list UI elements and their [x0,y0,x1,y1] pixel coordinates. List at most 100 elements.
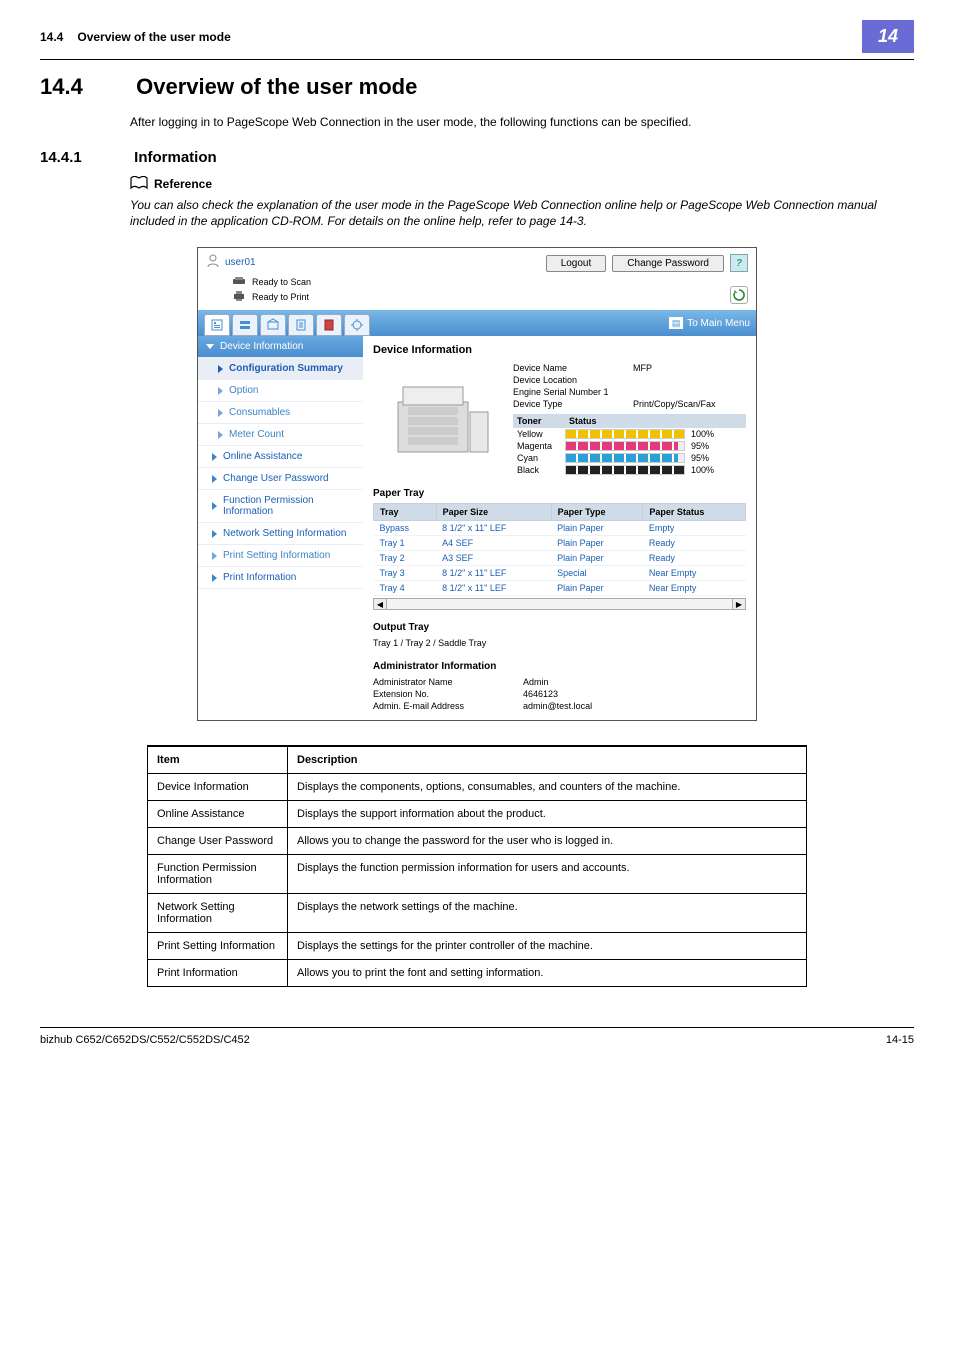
cell-type: Plain Paper [551,581,643,596]
scroll-track[interactable] [387,598,732,610]
book-icon [130,176,148,193]
toner-name: Cyan [513,453,565,463]
desc-text: Displays the settings for the printer co… [288,933,807,960]
scroll-left-icon[interactable]: ◀ [373,598,387,610]
sidebar-print-setting[interactable]: Print Setting Information [198,545,363,567]
logout-button[interactable]: Logout [546,255,607,272]
cell-type: Special [551,566,643,581]
sidebar-network-setting[interactable]: Network Setting Information [198,523,363,545]
toner-bar [565,453,685,463]
col-paper-type: Paper Type [551,504,643,521]
toner-bar [565,465,685,475]
sidebar-item-label: Configuration Summary [229,363,343,374]
cell-size: A3 SEF [436,551,551,566]
sidebar-function-permission[interactable]: Function Permission Information [198,490,363,523]
change-password-button[interactable]: Change Password [612,255,724,272]
desc-item: Function Permission Information [148,855,288,894]
heading-text: Overview of the user mode [136,74,417,99]
tab-customize[interactable] [344,314,370,336]
sidebar-item-label: Meter Count [229,429,284,440]
toner-row: Black100% [513,464,746,476]
sidebar-print-information[interactable]: Print Information [198,567,363,589]
admin-key: Admin. E-mail Address [373,701,523,711]
content-pane: Device Information Device NameMFP [363,336,756,720]
desc-item: Online Assistance [148,801,288,828]
table-row: Tray 48 1/2" x 11" LEFPlain PaperNear Em… [374,581,746,596]
cell-status: Near Empty [643,566,746,581]
webconnection-screenshot: user01 Logout Change Password ? Ready to… [197,247,757,721]
subsection-no: 14.4.1 [40,149,130,166]
status-ready-print: Ready to Print [232,290,748,304]
table-row: Online AssistanceDisplays the support in… [148,801,807,828]
reference-text: You can also check the explanation of th… [130,197,914,229]
toner-bar [565,429,685,439]
horizontal-scrollbar[interactable]: ◀ ▶ [373,598,746,610]
reference-block: Reference You can also check the explana… [130,176,914,229]
tab-direct-print[interactable] [288,314,314,336]
output-tray-heading: Output Tray [373,622,746,633]
col-paper-size: Paper Size [436,504,551,521]
desc-text: Displays the function permission informa… [288,855,807,894]
toner-row: Cyan95% [513,452,746,464]
scroll-right-icon[interactable]: ▶ [732,598,746,610]
sidebar-item-label: Function Permission Information [223,495,355,517]
desc-item: Print Information [148,960,288,987]
sidebar-device-information[interactable]: Device Information [198,336,363,358]
ready-scan-label: Ready to Scan [252,277,311,287]
tab-box[interactable] [260,314,286,336]
desc-head-desc: Description [288,746,807,774]
user-name: user01 [225,257,256,268]
footer-model: bizhub C652/C652DS/C552/C552DS/C452 [40,1034,250,1046]
sidebar-change-user-password[interactable]: Change User Password [198,468,363,490]
admin-value: admin@test.local [523,701,592,711]
toner-name: Yellow [513,429,565,439]
toner-pct: 100% [685,465,725,475]
footer-page-no: 14-15 [886,1034,914,1046]
toner-row: Magenta95% [513,440,746,452]
desc-item: Device Information [148,774,288,801]
tab-job[interactable] [232,314,258,336]
sidebar: Device Information Configuration Summary… [198,336,363,720]
desc-text: Displays the network settings of the mac… [288,894,807,933]
admin-key: Administrator Name [373,677,523,687]
sidebar-online-assistance[interactable]: Online Assistance [198,446,363,468]
page-header: 14.4 Overview of the user mode 14 [40,20,914,60]
device-name-value: MFP [633,363,652,373]
sidebar-configuration-summary[interactable]: Configuration Summary [198,358,363,380]
sidebar-consumables[interactable]: Consumables [198,402,363,424]
tab-address[interactable] [316,314,342,336]
help-icon[interactable]: ? [730,254,748,272]
cell-size: A4 SEF [436,536,551,551]
engine-serial-key: Engine Serial Number 1 [513,387,633,397]
cell-type: Plain Paper [551,551,643,566]
table-row: Tray 1A4 SEFPlain PaperReady [374,536,746,551]
device-image [373,362,503,472]
to-main-menu-link[interactable]: ▤ To Main Menu [669,317,750,329]
cell-size: 8 1/2" x 11" LEF [436,521,551,536]
sidebar-option[interactable]: Option [198,380,363,402]
status-ready-scan: Ready to Scan [232,276,748,288]
desc-item: Change User Password [148,828,288,855]
desc-text: Allows you to print the font and setting… [288,960,807,987]
chapter-badge: 14 [862,20,914,53]
to-main-label: To Main Menu [687,318,750,329]
cell-status: Ready [643,536,746,551]
desc-head-item: Item [148,746,288,774]
device-type-key: Device Type [513,399,633,409]
sidebar-meter-count[interactable]: Meter Count [198,424,363,446]
scanner-icon [232,276,246,288]
device-location-key: Device Location [513,375,633,385]
paper-tray-heading: Paper Tray [373,488,746,499]
admin-row: Administrator NameAdmin [373,676,746,688]
header-section-no: 14.4 [40,30,63,44]
tab-information[interactable] [204,314,230,336]
subsection-text: Information [134,149,217,166]
paper-tray-table: Tray Paper Size Paper Type Paper Status … [373,503,746,596]
admin-key: Extension No. [373,689,523,699]
cell-type: Plain Paper [551,521,643,536]
device-information-heading: Device Information [373,344,746,356]
table-row: Tray 38 1/2" x 11" LEFSpecialNear Empty [374,566,746,581]
cell-status: Near Empty [643,581,746,596]
col-paper-status: Paper Status [643,504,746,521]
table-row: Tray 2A3 SEFPlain PaperReady [374,551,746,566]
